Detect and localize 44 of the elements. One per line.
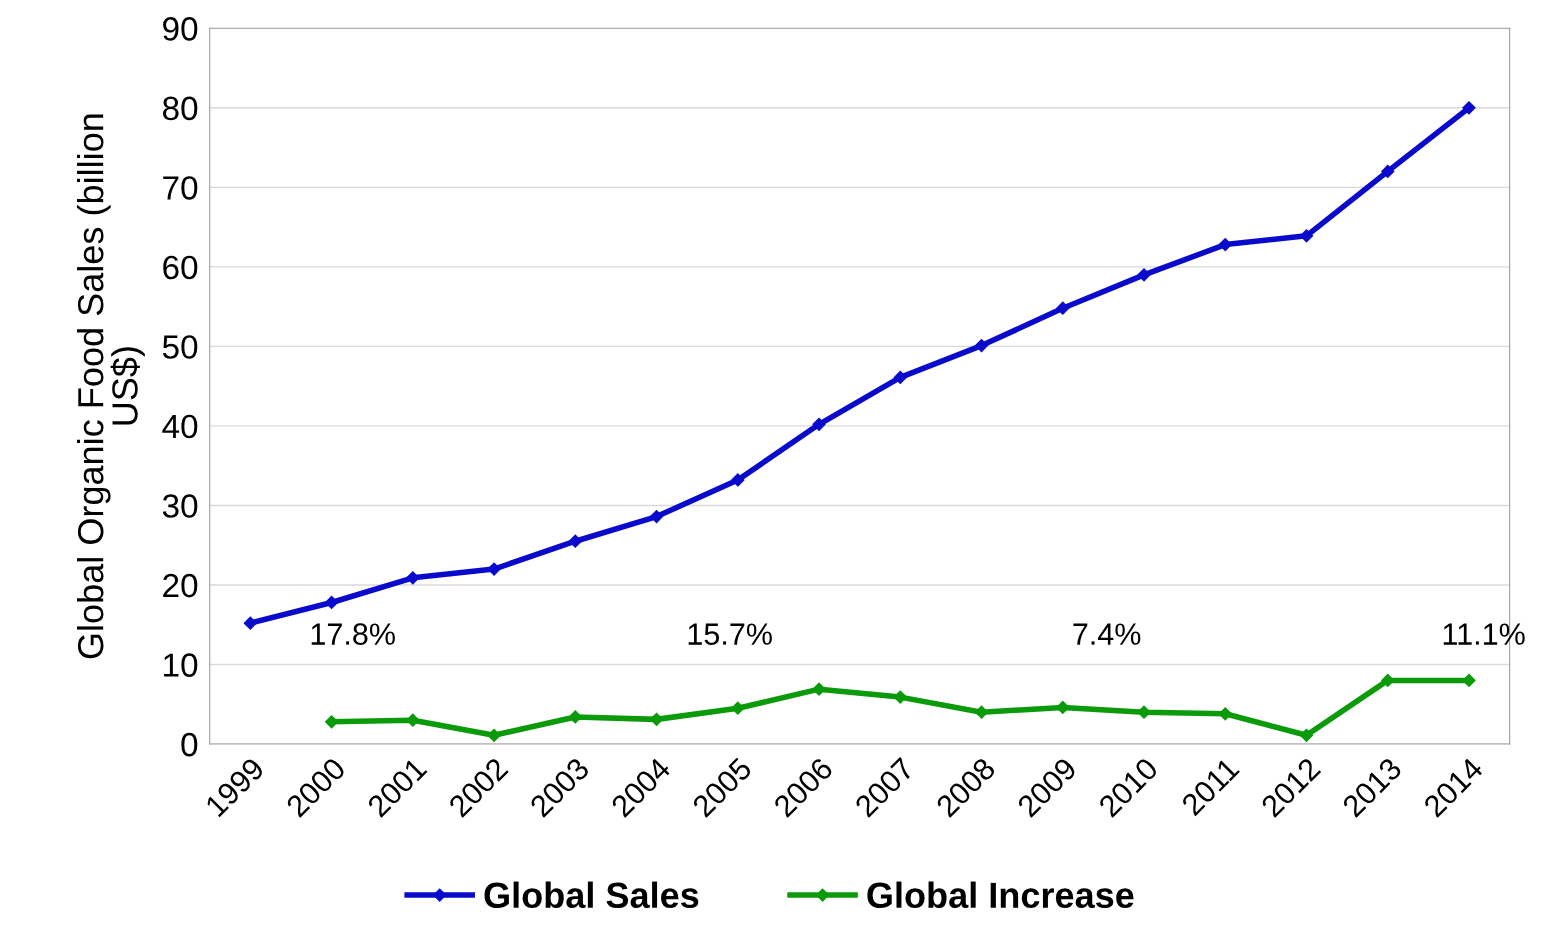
point — [731, 473, 745, 487]
point — [893, 370, 907, 384]
y-tick-label: 30 — [162, 494, 198, 518]
annotation: 17.8% — [311, 623, 395, 645]
point — [568, 710, 582, 724]
point — [243, 616, 257, 630]
annotation: 11.1% — [1443, 623, 1525, 645]
point — [812, 417, 826, 431]
y-tick-label: 50 — [162, 335, 198, 359]
point — [406, 571, 420, 585]
annotation: 7.4% — [1073, 623, 1141, 645]
point — [1218, 238, 1232, 252]
y-tick-label: 60 — [163, 255, 198, 280]
point — [568, 534, 582, 548]
point — [406, 713, 420, 727]
point — [324, 595, 339, 610]
y-tick-label: 70 — [163, 176, 198, 200]
point — [1299, 728, 1314, 742]
point — [487, 562, 501, 576]
point — [487, 728, 501, 742]
point — [1462, 673, 1476, 687]
point — [1462, 101, 1476, 115]
point — [649, 509, 664, 524]
legend-label: Global Sales — [484, 881, 699, 909]
y-tick-label: 10 — [164, 653, 198, 677]
point — [812, 682, 826, 696]
point — [1137, 705, 1151, 719]
point — [1381, 164, 1395, 179]
point — [1137, 268, 1151, 282]
point — [974, 705, 989, 719]
point — [1299, 229, 1314, 243]
y-tick-label: 40 — [162, 414, 198, 439]
y-tick-label: 0 — [181, 732, 198, 757]
y-axis-title: Global Organic Food Sales (billion US$) — [76, 114, 145, 659]
point — [731, 701, 745, 715]
y-tick-label: 20 — [163, 573, 198, 598]
point — [893, 690, 907, 704]
y-tick-label: 80 — [162, 96, 198, 121]
annotation: 15.7% — [688, 623, 772, 645]
point — [1056, 301, 1070, 315]
y-tick-label: 90 — [163, 17, 198, 41]
point — [1218, 707, 1232, 721]
point — [974, 339, 989, 353]
legend-label: Global Increase — [867, 881, 1134, 909]
